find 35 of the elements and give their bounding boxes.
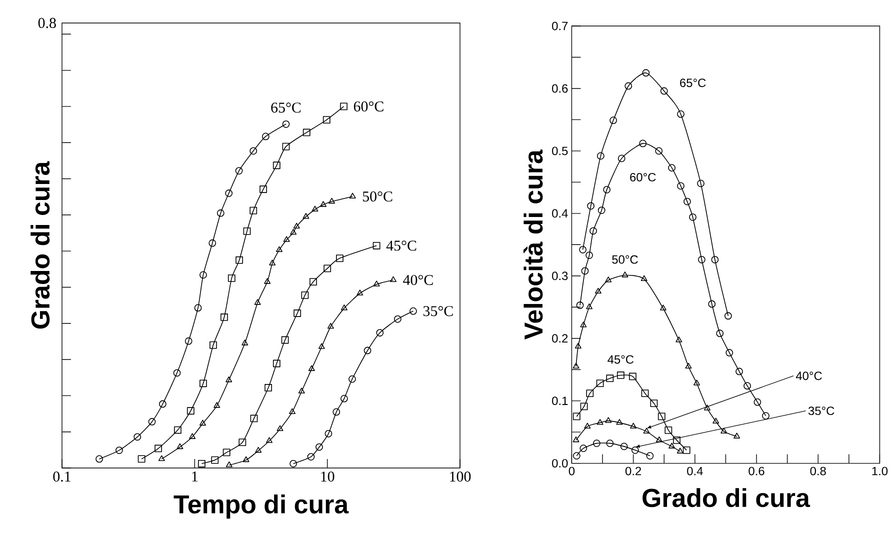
x-tick-label: 10 [321,472,334,482]
series-label: 50°C [612,255,638,264]
y-tick-label: 0.6 [552,84,568,93]
series-label: 50°C [362,191,392,202]
y-tick-label: 0.4 [552,209,568,218]
y-tick-label: 0.7 [552,22,568,30]
series-label: 40°C [403,274,433,286]
text: 35°C [808,406,834,416]
x-tick-label: 100 [450,472,471,482]
x-tick-label: 0.6 [748,466,764,476]
x-axis-title: Grado di cura [642,488,810,508]
series-label: 35°C [423,306,453,316]
text: 0.8 [38,18,56,28]
x-tick-label: 0 [568,466,575,476]
x-tick-label: 0.1 [53,472,70,482]
series-label: 60°C [354,101,384,112]
y-tick-label: 0.5 [552,146,568,156]
x-tick-label: 1.0 [872,466,888,476]
text: 40°C [796,372,822,380]
y-tick-label: 0.3 [552,272,568,280]
series-label: 65°C [680,78,706,88]
x-tick-label: 0.8 [810,466,826,476]
series-label: 60°C [630,172,656,182]
y-tick-label: 0.0 [552,459,568,468]
x-tick-label: 1 [192,472,198,482]
y-tick-label: 0.1 [552,396,568,406]
x-tick-label: 0.2 [625,466,642,476]
y-tick-label: 0.2 [552,334,568,343]
x-axis-title: Tempo di cura [174,494,349,519]
y-axis-title: Velocità di cura [523,149,543,340]
x-tick-label: 0.4 [687,466,703,476]
series-label: 45°C [608,355,634,364]
y-axis-title: Grado di cura [30,161,50,329]
series-label: 65°C [271,102,301,113]
series-label: 45°C [386,240,416,251]
